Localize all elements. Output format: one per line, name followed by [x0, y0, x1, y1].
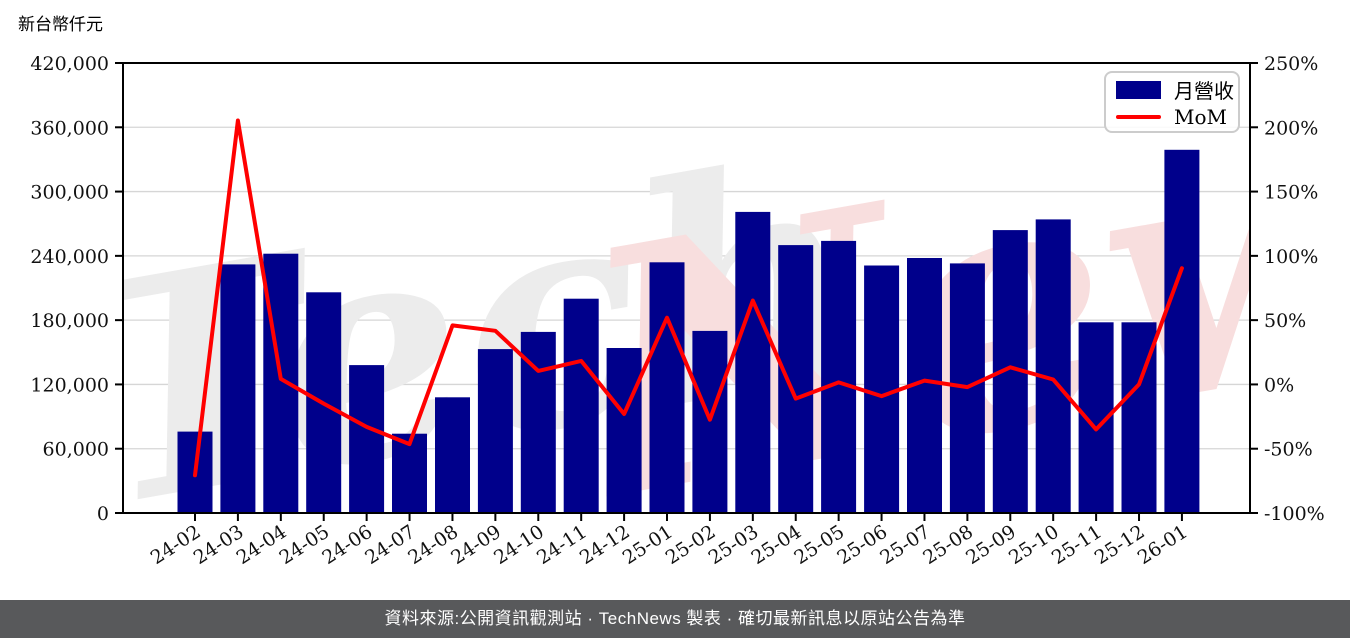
- bar-24-11: [563, 298, 599, 513]
- left-axis: 0 60,000 120,000 180,000 240,000 300,000 360,0…: [30, 53, 123, 525]
- bar-25-05: [821, 240, 857, 513]
- bar-24-08: [435, 397, 470, 513]
- legend-label-mom: MoM: [1174, 104, 1227, 129]
- right-axis-tick-label: 100%: [1264, 246, 1318, 268]
- left-axis-tick-label: 360,000: [30, 117, 109, 139]
- legend-item-mom: MoM: [1116, 105, 1228, 129]
- right-axis-tick-label: -50%: [1264, 439, 1313, 461]
- left-axis-unit-label: 新台幣仟元: [18, 15, 103, 35]
- right-axis-tick-label: 200%: [1264, 117, 1318, 139]
- x-axis: 24-0224-0324-0424-0524-0624-0724-0824-09…: [147, 513, 1192, 569]
- right-axis: -100% -50% 0% 50% 100% 150% 200% 250%: [1250, 53, 1325, 525]
- plot-frame: [122, 62, 1251, 514]
- revenue-mom-chart: TechNews060,000120,000180,000240,000300,…: [30, 53, 1325, 569]
- bar-25-10: [1035, 219, 1071, 513]
- x-axis-tick-label: 26-01: [1134, 521, 1192, 569]
- bar-25-02: [692, 330, 728, 513]
- right-axis-tick-label: 250%: [1264, 53, 1318, 75]
- revenue-bar-swatch: [1116, 80, 1161, 99]
- legend-label-revenue: 月營收: [1174, 79, 1234, 104]
- bar-24-09: [477, 349, 513, 513]
- bar-25-06: [864, 265, 900, 513]
- bar-24-03: [220, 264, 256, 513]
- bar-26-01: [1164, 149, 1200, 514]
- source-footer: 資料來源:公開資訊觀測站 · TechNews 製表 · 確切最新訊息以原站公告…: [0, 600, 1350, 638]
- left-axis-tick-label: 60,000: [43, 439, 109, 461]
- right-axis-tick-label: -100%: [1264, 503, 1325, 525]
- left-axis-tick-label: 300,000: [30, 182, 109, 204]
- right-axis-tick-label: 150%: [1264, 182, 1318, 204]
- right-axis-tick-label: 50%: [1264, 310, 1306, 332]
- bar-24-06: [349, 365, 385, 513]
- mom-line: [193, 118, 1184, 478]
- left-axis-tick-label: 180,000: [30, 310, 109, 332]
- legend-item-revenue: 月營收: [1116, 75, 1234, 104]
- left-axis-tick-label: 0: [97, 503, 109, 525]
- bar-25-01: [649, 262, 685, 513]
- right-axis-tick-label: 0%: [1264, 374, 1294, 396]
- bar-24-04: [263, 253, 299, 513]
- chart-legend: 月營收 MoM: [1104, 71, 1240, 133]
- chart-canvas: TechNews060,000120,000180,000240,000300,…: [30, 53, 1325, 569]
- left-axis-tick-label: 120,000: [30, 374, 109, 396]
- bar-25-04: [778, 245, 814, 513]
- left-axis-tick-label: 420,000: [30, 53, 109, 75]
- bar-24-07: [392, 433, 427, 513]
- left-axis-tick-label: 240,000: [30, 246, 109, 268]
- bar-25-03: [735, 211, 771, 513]
- bar-24-12: [606, 348, 642, 513]
- mom-line-swatch: [1116, 114, 1161, 119]
